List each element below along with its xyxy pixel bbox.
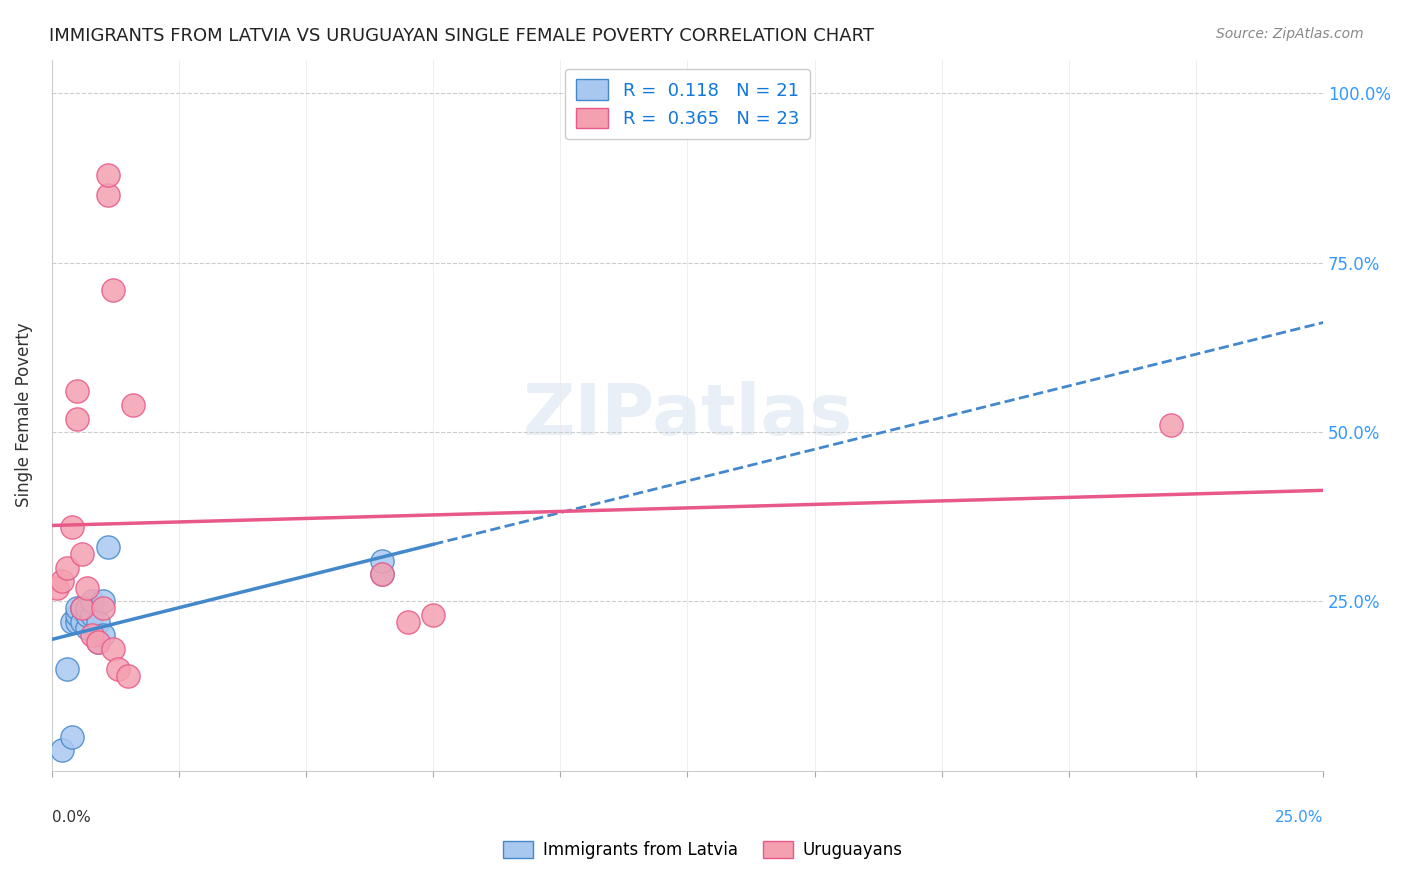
Point: [371, 554, 394, 568]
Point: [76, 622, 98, 636]
Y-axis label: Single Female Poverty: Single Female Poverty: [15, 323, 32, 508]
Point: [72, 601, 94, 615]
Point: [86, 615, 108, 629]
Point: [51, 743, 73, 757]
Point: [371, 567, 394, 582]
Point: [117, 669, 139, 683]
Point: [72, 601, 94, 615]
Point: [371, 567, 394, 582]
Point: [1160, 418, 1182, 433]
Legend: R =  0.118   N = 21, R =  0.365   N = 23: R = 0.118 N = 21, R = 0.365 N = 23: [565, 69, 810, 139]
Text: Source: ZipAtlas.com: Source: ZipAtlas.com: [1216, 27, 1364, 41]
Point: [45, 581, 67, 595]
Point: [66, 601, 89, 615]
Text: ZIPatlas: ZIPatlas: [523, 381, 852, 450]
Point: [82, 607, 104, 622]
Point: [66, 615, 89, 629]
Point: [60, 520, 83, 534]
Point: [97, 540, 120, 554]
Point: [76, 581, 98, 595]
Point: [91, 628, 114, 642]
Point: [97, 188, 120, 202]
Point: [97, 168, 120, 182]
Point: [76, 607, 98, 622]
Point: [86, 635, 108, 649]
Point: [91, 594, 114, 608]
Point: [66, 411, 89, 425]
Point: [101, 641, 124, 656]
Point: [396, 615, 419, 629]
Text: 25.0%: 25.0%: [1275, 810, 1323, 825]
Point: [51, 574, 73, 588]
Point: [122, 398, 145, 412]
Point: [60, 730, 83, 744]
Point: [82, 594, 104, 608]
Legend: Immigrants from Latvia, Uruguayans: Immigrants from Latvia, Uruguayans: [496, 834, 910, 866]
Point: [66, 384, 89, 399]
Text: IMMIGRANTS FROM LATVIA VS URUGUAYAN SINGLE FEMALE POVERTY CORRELATION CHART: IMMIGRANTS FROM LATVIA VS URUGUAYAN SING…: [49, 27, 875, 45]
Point: [101, 283, 124, 297]
Point: [56, 560, 79, 574]
Point: [91, 601, 114, 615]
Text: 0.0%: 0.0%: [52, 810, 90, 825]
Point: [72, 547, 94, 561]
Point: [60, 615, 83, 629]
Point: [86, 635, 108, 649]
Point: [422, 607, 444, 622]
Point: [72, 615, 94, 629]
Point: [66, 607, 89, 622]
Point: [56, 662, 79, 676]
Point: [107, 662, 129, 676]
Point: [76, 601, 98, 615]
Point: [82, 628, 104, 642]
